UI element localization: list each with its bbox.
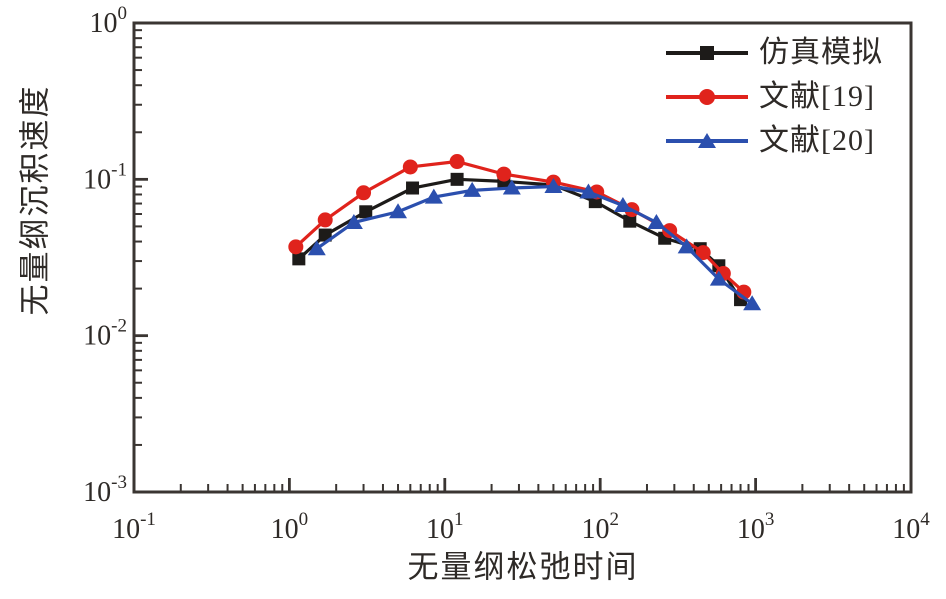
series-simulation-square-marker xyxy=(450,172,464,186)
x-axis-title: 无量纲松弛时间 xyxy=(407,549,639,585)
series-ref-20-triangle-marker xyxy=(344,213,363,229)
legend: 仿真模拟 文献[19] 文献[20] xyxy=(666,31,883,163)
legend-label-ref-19: 文献[19] xyxy=(759,80,875,113)
series-ref-20-triangle-marker xyxy=(677,238,696,254)
series-ref-20-triangle-marker xyxy=(307,240,326,256)
legend-item-ref-20: 文献[20] xyxy=(666,119,883,163)
series-ref-20-triangle-marker xyxy=(389,203,408,219)
series-ref-19-circle-marker xyxy=(288,239,304,255)
series-simulation-square-marker xyxy=(406,181,420,195)
series-ref-20-triangle-marker xyxy=(579,183,598,199)
x-tick-label: 10-1 xyxy=(112,509,156,545)
x-tick-label: 102 xyxy=(581,509,619,545)
series-simulation-square-marker xyxy=(318,228,332,242)
y-tick-label: 10-2 xyxy=(83,316,127,352)
x-tick-label: 101 xyxy=(426,509,464,545)
x-tick-label: 100 xyxy=(271,509,309,545)
legend-label-ref-20: 文献[20] xyxy=(759,124,875,157)
series-ref-19-circle-marker xyxy=(496,166,512,182)
y-axis-title: 无量纲沉积速度 xyxy=(17,84,53,316)
legend-label-simulation: 仿真模拟 xyxy=(759,36,883,69)
circle-marker-icon xyxy=(699,89,715,105)
legend-item-ref-19: 文献[19] xyxy=(666,75,883,119)
series-ref-20-triangle-marker xyxy=(613,197,632,213)
series-ref-19-circle-marker xyxy=(356,185,372,201)
series-simulation-square-marker xyxy=(623,214,637,228)
legend-item-simulation: 仿真模拟 xyxy=(666,31,883,75)
series-simulation-square-marker xyxy=(359,205,373,219)
square-marker-icon xyxy=(700,46,714,60)
series-ref-19-circle-marker xyxy=(402,159,418,175)
series-ref-19-circle-marker xyxy=(695,245,711,261)
series-ref-20-triangle-marker xyxy=(463,181,482,197)
legend-line-ref-20 xyxy=(666,133,748,149)
triangle-marker-icon xyxy=(698,133,716,149)
series-simulation-square-marker xyxy=(292,252,306,266)
x-tick-label: 103 xyxy=(737,509,775,545)
series-ref-20-triangle-marker xyxy=(647,213,666,229)
y-tick-label: 10-3 xyxy=(83,472,127,508)
series-ref-20-triangle-marker xyxy=(424,188,443,204)
x-tick-label: 104 xyxy=(892,509,930,545)
plot-border xyxy=(132,21,913,494)
series-ref-20-triangle-marker xyxy=(544,177,563,193)
series-ref-20-triangle-marker xyxy=(502,179,521,195)
series-ref-19-circle-marker xyxy=(317,212,333,228)
series-ref-20-triangle-marker xyxy=(743,295,762,311)
y-tick-label: 10-1 xyxy=(83,159,127,195)
series-ref-20-triangle-marker xyxy=(709,270,728,286)
legend-line-ref-19 xyxy=(666,89,748,105)
legend-line-simulation xyxy=(666,46,748,60)
y-tick-label: 100 xyxy=(90,3,128,39)
series-ref-19-circle-marker xyxy=(449,154,465,170)
